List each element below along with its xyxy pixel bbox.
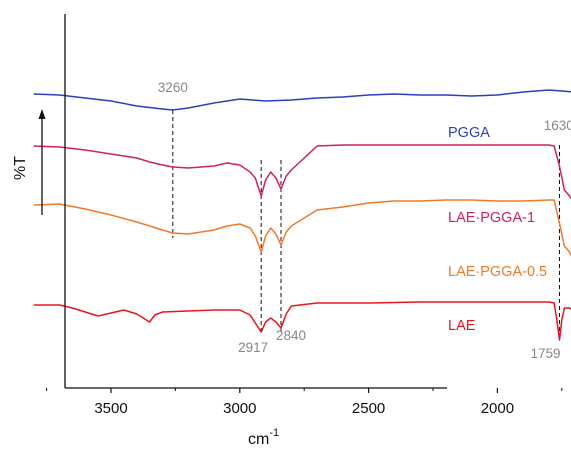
series-line-LAE-PGGA-1 xyxy=(33,144,571,200)
x-axis-title-unit: cm xyxy=(248,431,269,448)
peak-label: 1630 xyxy=(544,118,571,133)
x-tick-label: 3500 xyxy=(94,400,127,417)
x-axis-title: cm-1 xyxy=(248,427,279,448)
series-label: LAE xyxy=(448,318,476,334)
x-tick-label: 2500 xyxy=(352,400,385,417)
series-line-LAE-PGGA-0.5 xyxy=(33,199,571,257)
x-ticks: 350030002500200015001000 xyxy=(46,388,563,417)
x-tick-label: 2000 xyxy=(481,400,514,417)
peak-labels: 3260291728401759164716301560145014001181… xyxy=(158,80,571,361)
series-line-LAE xyxy=(33,301,571,341)
peak-label: 2840 xyxy=(276,328,306,343)
peak-label: 1759 xyxy=(530,346,560,361)
x-axis-title-superscript: -1 xyxy=(269,427,279,439)
y-axis-title: %T xyxy=(12,156,29,180)
series-label: LAE·PGGA-1 xyxy=(448,210,535,226)
spectra xyxy=(33,89,571,341)
y-axis-arrow xyxy=(38,109,46,215)
series-label: LAE·PGGA-0.5 xyxy=(448,264,547,280)
series-labels: PGGA LAE·PGGA-1 LAE·PGGA-0.5 LAE xyxy=(448,125,547,334)
peak-label: 2917 xyxy=(238,340,268,355)
axes xyxy=(64,14,447,389)
series-line-PGGA xyxy=(33,89,571,111)
series-label: PGGA xyxy=(448,125,490,141)
x-tick-label: 3000 xyxy=(223,400,256,417)
peak-label: 3260 xyxy=(158,80,188,95)
